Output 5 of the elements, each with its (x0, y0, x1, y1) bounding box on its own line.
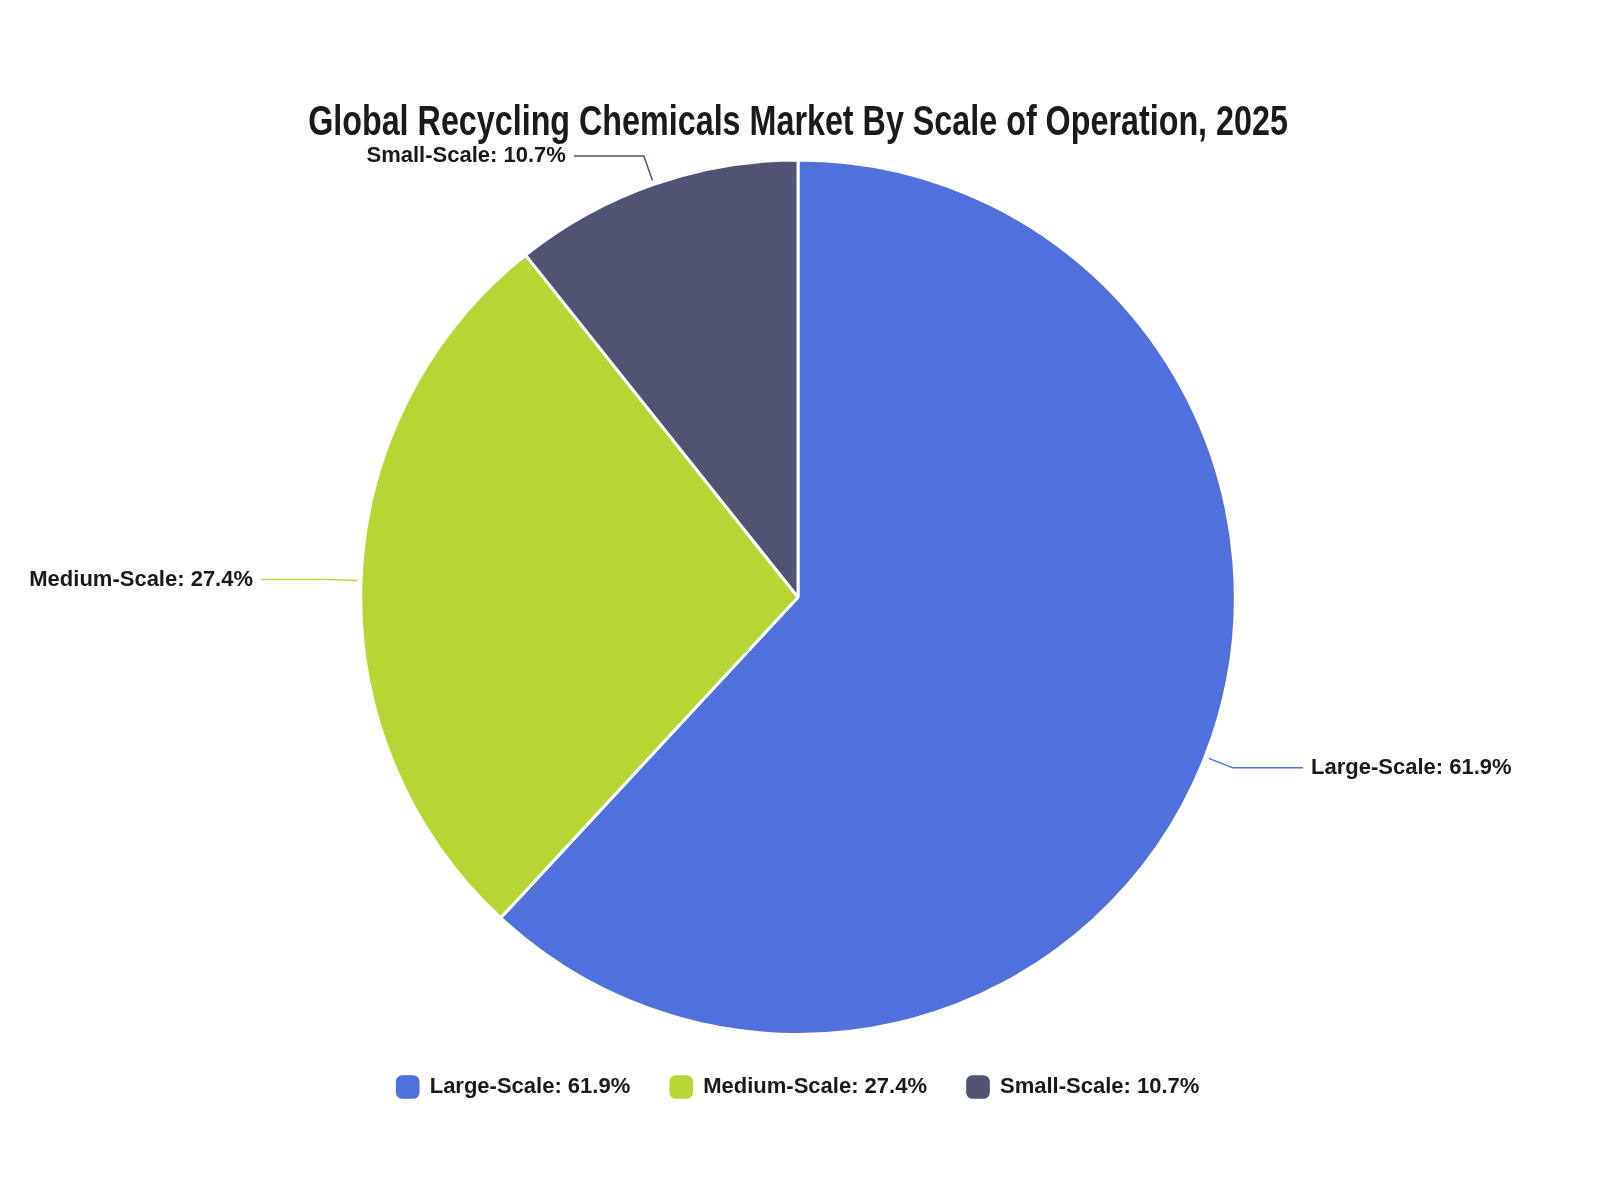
legend-label: Medium-Scale: 27.4% (703, 1073, 927, 1099)
slice-label: Medium-Scale: 27.4% (29, 565, 254, 591)
legend-label: Small-Scale: 10.7% (999, 1073, 1200, 1099)
legend-label: Large-Scale: 61.9% (429, 1073, 631, 1099)
slice-label: Large-Scale: 61.9% (1311, 753, 1512, 779)
